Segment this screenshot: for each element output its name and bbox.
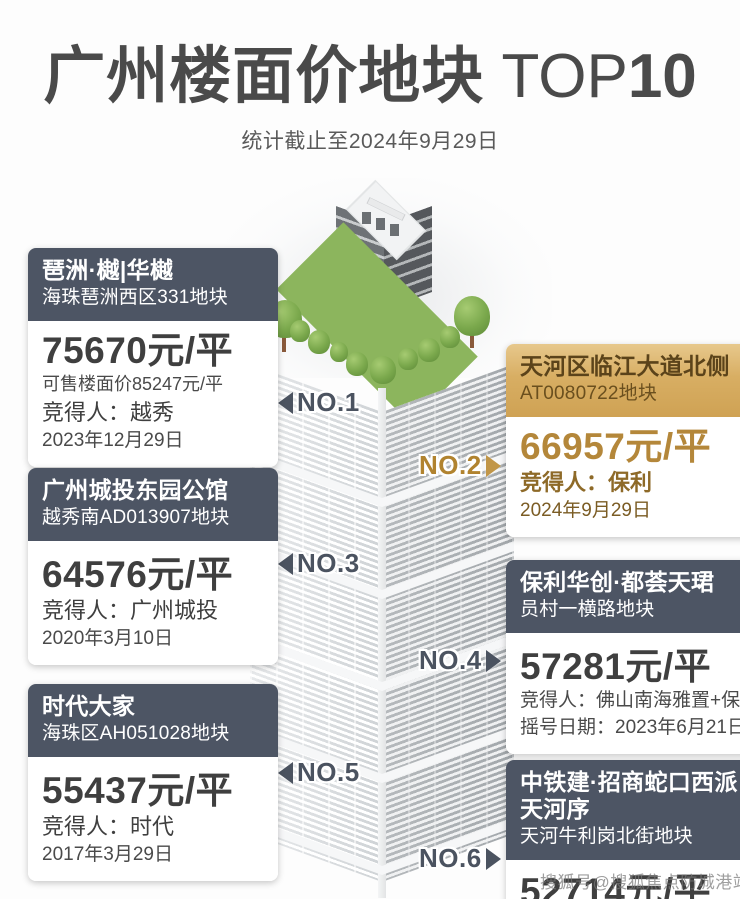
card-winner: 竞得人：广州城投 xyxy=(42,598,219,624)
title-block: 广州楼面价地块 TOP10 统计截止至2024年9月29日 xyxy=(0,44,740,155)
card-date: 2023年12月29日 xyxy=(42,429,184,451)
rank-card-no3[interactable]: 广州城投东园公馆 越秀南AD013907地块 64576元/平 竞得人：广州城投… xyxy=(28,468,278,665)
rank-marker-no6: NO.6 xyxy=(419,843,501,874)
card-subtitle: 海珠琶洲西区331地块 xyxy=(42,287,228,309)
card-subtitle: AT0080722地块 xyxy=(520,383,658,405)
tower-right-face xyxy=(382,364,514,883)
rank-marker-no2: NO.2 xyxy=(419,450,501,481)
card-winner: 竞得人：越秀 xyxy=(42,400,175,426)
card-title: 时代大家 xyxy=(42,693,136,719)
tree-icon xyxy=(398,348,418,370)
card-subtitle: 员村一横路地块 xyxy=(520,599,655,621)
card-header: 琶洲·樾|华樾 海珠琶洲西区331地块 xyxy=(28,248,278,321)
tree-icon xyxy=(418,338,440,362)
triangle-right-icon xyxy=(485,649,501,672)
tree-icon xyxy=(290,320,310,342)
title-main: 广州楼面价地块 xyxy=(43,42,485,111)
rank-card-no6[interactable]: 中铁建·招商蛇口西派 天河序 天河牛利岗北街地块 52714元/平 xyxy=(506,760,740,899)
card-price: 66957元/平 xyxy=(520,425,712,467)
card-title-line2: 天河序 xyxy=(520,796,590,823)
card-body: 66957元/平 竞得人：保利 2024年9月29日 xyxy=(506,416,740,537)
rooftop-unit-icon xyxy=(362,212,371,224)
card-header: 中铁建·招商蛇口西派 天河序 天河牛利岗北街地块 xyxy=(506,760,740,860)
main-tower xyxy=(250,364,514,899)
card-price: 55437元/平 xyxy=(42,769,234,811)
card-winner: 竞得人：时代 xyxy=(42,814,175,840)
card-header: 天河区临江大道北侧 AT0080722地块 xyxy=(506,344,740,417)
rank-marker-label: NO.5 xyxy=(297,757,360,787)
triangle-left-icon xyxy=(278,391,293,414)
triangle-left-icon xyxy=(278,552,293,575)
card-date: 2024年9月29日 xyxy=(520,500,651,522)
rank-marker-label: NO.2 xyxy=(419,450,482,480)
rooftop-unit-icon xyxy=(376,218,385,230)
card-header: 时代大家 海珠区AH051028地块 xyxy=(28,684,278,757)
rank-card-no1[interactable]: 琶洲·樾|华樾 海珠琶洲西区331地块 75670元/平 可售楼面价85247元… xyxy=(28,248,278,467)
rank-card-no4[interactable]: 保利华创·都荟天珺 员村一横路地块 57281元/平 竞得人：佛山南海雅置+保利… xyxy=(506,560,740,754)
card-title: 天河区临江大道北侧 xyxy=(520,353,730,379)
card-body: 52714元/平 xyxy=(506,859,740,899)
card-date: 2020年3月10日 xyxy=(42,628,173,650)
tree-trunk xyxy=(282,330,286,352)
card-body: 75670元/平 可售楼面价85247元/平 竞得人：越秀 2023年12月29… xyxy=(28,320,278,467)
rank-marker-label: NO.6 xyxy=(419,843,482,873)
rank-card-no5[interactable]: 时代大家 海珠区AH051028地块 55437元/平 竞得人：时代 2017年… xyxy=(28,684,278,881)
rank-marker-label: NO.1 xyxy=(297,387,360,417)
card-subtitle: 海珠区AH051028地块 xyxy=(42,723,230,745)
tree-icon xyxy=(346,352,368,376)
card-title: 琶洲·樾|华樾 xyxy=(42,257,174,283)
rank-marker-no4: NO.4 xyxy=(419,645,501,676)
card-header: 广州城投东园公馆 越秀南AD013907地块 xyxy=(28,468,278,541)
tree-icon xyxy=(330,342,348,362)
tree-icon xyxy=(440,326,460,348)
card-date: 2017年3月29日 xyxy=(42,844,173,866)
card-price: 57281元/平 xyxy=(520,645,712,687)
rank-marker-label: NO.4 xyxy=(419,645,482,675)
tree-icon xyxy=(454,296,490,336)
title-top-word: TOP xyxy=(501,42,628,111)
card-note: 可售楼面价85247元/平 xyxy=(42,374,224,395)
penthouse-tower-icon xyxy=(336,179,432,310)
title-top-number: 10 xyxy=(627,42,697,111)
rank-marker-no5: NO.5 xyxy=(278,757,360,788)
page-subtitle: 统计截止至2024年9月29日 xyxy=(241,130,499,154)
card-header: 保利华创·都荟天珺 员村一横路地块 xyxy=(506,560,740,633)
rank-marker-no3: NO.3 xyxy=(278,548,360,579)
card-price: 52714元/平 xyxy=(520,870,712,899)
tree-trunk xyxy=(470,326,474,348)
card-subtitle: 天河牛利岗北街地块 xyxy=(520,826,693,848)
card-price: 75670元/平 xyxy=(42,329,234,371)
triangle-left-icon xyxy=(278,761,293,784)
page-title: 广州楼面价地块 TOP10 xyxy=(0,44,740,109)
rank-marker-no1: NO.1 xyxy=(278,387,360,418)
card-winner: 竞得人：保利 xyxy=(520,470,653,496)
tree-icon xyxy=(370,356,396,384)
card-body: 57281元/平 竞得人：佛山南海雅置+保利 摇号日期：2023年6月21日 xyxy=(506,632,740,754)
card-body: 64576元/平 竞得人：广州城投 2020年3月10日 xyxy=(28,540,278,665)
watermark: 搜狐号@搜狐焦点防城港站 xyxy=(540,873,740,892)
card-subtitle: 越秀南AD013907地块 xyxy=(42,507,230,529)
triangle-right-icon xyxy=(485,847,501,870)
card-price: 64576元/平 xyxy=(42,553,234,595)
card-winner: 竞得人：佛山南海雅置+保利 xyxy=(520,690,740,712)
title-top10: TOP10 xyxy=(484,42,697,111)
triangle-right-icon xyxy=(485,454,501,477)
card-date: 摇号日期：2023年6月21日 xyxy=(520,717,740,739)
rank-marker-label: NO.3 xyxy=(297,548,360,578)
tree-icon xyxy=(308,330,330,354)
rooftop-unit-icon xyxy=(390,224,399,236)
tower-corner-edge xyxy=(378,388,386,898)
card-body: 55437元/平 竞得人：时代 2017年3月29日 xyxy=(28,756,278,881)
card-title: 广州城投东园公馆 xyxy=(42,477,229,503)
card-title: 保利华创·都荟天珺 xyxy=(520,569,715,595)
card-title: 中铁建·招商蛇口西派 xyxy=(520,769,738,795)
rank-card-no2[interactable]: 天河区临江大道北侧 AT0080722地块 66957元/平 竞得人：保利 20… xyxy=(506,344,740,537)
